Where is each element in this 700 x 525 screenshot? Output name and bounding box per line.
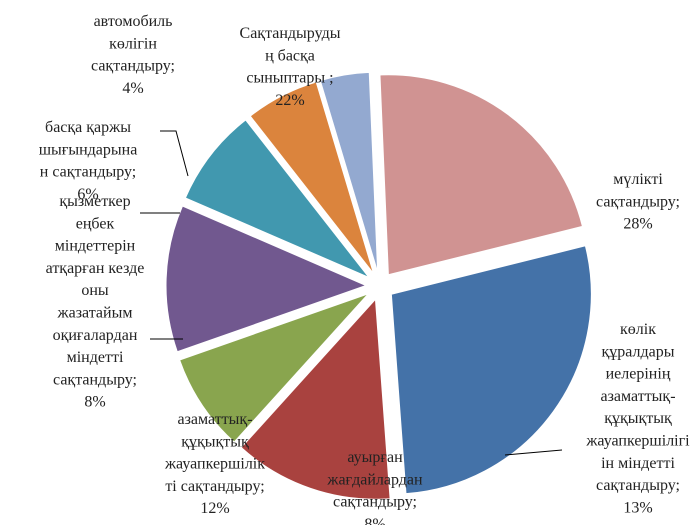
pie-slice-1 — [390, 245, 592, 495]
leader-line-2 — [504, 449, 563, 456]
data-label-5: қызметкер еңбек міндеттерін атқарған кезде о… — [46, 193, 145, 411]
pie-slice-2 — [240, 298, 391, 500]
data-label-7: автомобиль көлігін сақтандыру; 4% — [91, 13, 175, 97]
data-label-1: мүлікті сақтандыру; 28% — [596, 171, 680, 233]
data-label-4: азаматтық-құқықтық жауапкершілік ті сақтан… — [164, 411, 265, 517]
data-label-8: Сақтандыруды ң басқа сыныптары ; 22% — [240, 25, 341, 109]
pie-slice-6 — [249, 81, 375, 274]
pie-slice-5 — [184, 119, 370, 278]
pie-slice-7 — [319, 71, 379, 273]
pie-slice-4 — [165, 205, 368, 353]
data-label-2: көлік құралдары иелерінің азаматтық-құқықты… — [585, 321, 690, 516]
pie-slice-8 — [379, 74, 584, 276]
data-label-6: басқа қаржы шығындарына н сақтандыру; 6% — [39, 119, 138, 203]
data-label-3: ауырған жағдайлардан сақтандыру; 8% — [326, 449, 423, 525]
pie-slice-3 — [178, 293, 369, 443]
leader-line-7 — [160, 130, 189, 177]
